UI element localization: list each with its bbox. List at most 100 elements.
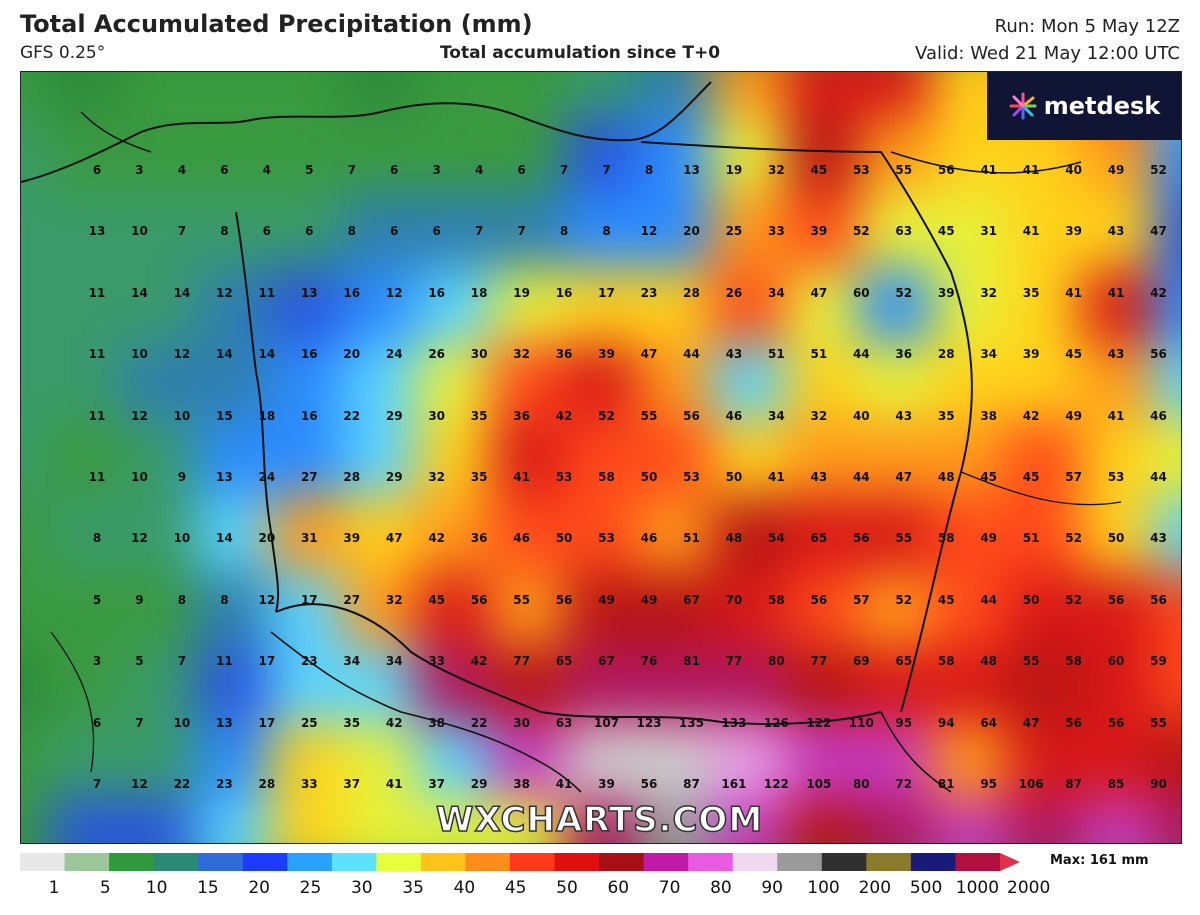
scale-swatch [420,853,466,871]
grid-value: 55 [513,592,530,607]
grid-value: 33 [428,654,446,669]
grid-value: 106 [1018,777,1044,791]
field-cell [343,72,417,117]
grid-value: 5 [135,654,144,669]
chart-title: Total Accumulated Precipitation (mm) [20,10,533,38]
grid-value: 25 [725,224,743,239]
grid-value: 77 [513,654,530,669]
field-cell [785,116,859,193]
grid-value: 19 [725,163,743,177]
grid-value: 58 [937,654,955,669]
field-cell [711,116,786,193]
subtitle: Total accumulation since T+0 [439,43,721,63]
scale-label: 90 [761,878,784,898]
scale-swatch [910,853,956,871]
baltic-coastline [21,81,712,183]
field-cell [1079,798,1154,843]
grid-value: 10 [173,408,191,423]
grid-value: 13 [88,224,106,239]
grid-value: 6 [432,224,441,239]
grid-value: 107 [594,715,620,730]
grid-value: 44 [1150,470,1167,484]
grid-value: 32 [980,285,998,300]
field-cell [858,72,933,117]
grid-value: 87 [683,777,700,791]
grid-value: 41 [555,777,573,791]
grid-value: 39 [598,347,615,362]
field-cell [48,116,122,193]
grid-value: 41 [1107,408,1125,423]
grid-value: 3 [92,654,102,669]
grid-value: 56 [1150,347,1167,362]
grid-value: 123 [636,715,662,730]
grid-value: 7 [177,654,187,669]
grid-value: 7 [559,163,569,177]
grid-value: 122 [763,777,789,791]
grid-value: 18 [470,285,488,300]
grid-value: 50 [1107,531,1125,546]
grid-value: 8 [220,224,229,239]
field-cell [1153,798,1181,843]
field-cell [416,571,491,647]
field-cell [858,116,933,193]
grid-value: 47 [1150,224,1167,239]
grid-value: 43 [1107,347,1125,362]
grid-value: 6 [305,224,314,239]
field-cell [195,571,270,647]
field-cell [858,343,933,420]
grid-value: 52 [1150,163,1167,177]
grid-value: 46 [1150,408,1167,423]
field-cell [48,72,122,117]
scale-swatch [242,853,288,871]
grid-value: 29 [385,470,403,484]
grid-value: 26 [428,347,446,362]
grid-value: 18 [258,408,276,423]
scale-swatch [64,853,110,871]
field-cell [21,571,49,647]
field-cell [564,116,638,193]
field-cell [121,646,196,723]
grid-value: 37 [343,777,361,791]
grid-value: 6 [262,224,272,239]
field-cell [711,722,786,799]
grid-value: 7 [177,224,187,239]
grid-value: 34 [768,285,785,300]
grid-value: 38 [513,777,530,791]
field-cell [121,268,196,344]
grid-value: 56 [1107,715,1125,730]
grid-value: 46 [513,531,530,546]
scale-swatch [465,853,511,871]
grid-value: 36 [470,531,488,546]
grid-value: 49 [1065,408,1082,423]
grid-value: 54 [768,531,785,546]
field-cell [121,192,196,269]
field-cell [785,343,859,420]
grid-value: 47 [640,347,658,362]
grid-value: 23 [300,654,318,669]
grid-value: 10 [131,347,148,362]
grid-value: 56 [937,163,955,177]
field-cell [858,268,933,344]
field-cell [21,268,49,344]
grid-value: 58 [768,592,785,607]
scale-label: 25 [299,878,322,898]
field-cell [490,116,565,193]
precipitation-map: 6346457634677813193245535556414140495249… [20,71,1182,844]
grid-value: 43 [725,347,743,362]
field-cell [711,343,786,420]
grid-value: 16 [343,285,361,300]
grid-value: 80 [852,777,870,791]
carpathian-border [880,711,952,793]
field-cell [269,419,344,496]
grid-value: 27 [300,470,318,484]
grid-value: 39 [1022,347,1040,362]
grid-value: 33 [768,224,785,239]
field-cell [637,268,712,344]
grid-value: 35 [343,715,361,730]
grid-value: 57 [852,592,870,607]
field-cell [21,72,49,117]
field-cell [711,495,786,572]
grid-value: 12 [216,285,233,300]
grid-value: 45 [1065,347,1082,362]
field-cell [343,722,417,799]
